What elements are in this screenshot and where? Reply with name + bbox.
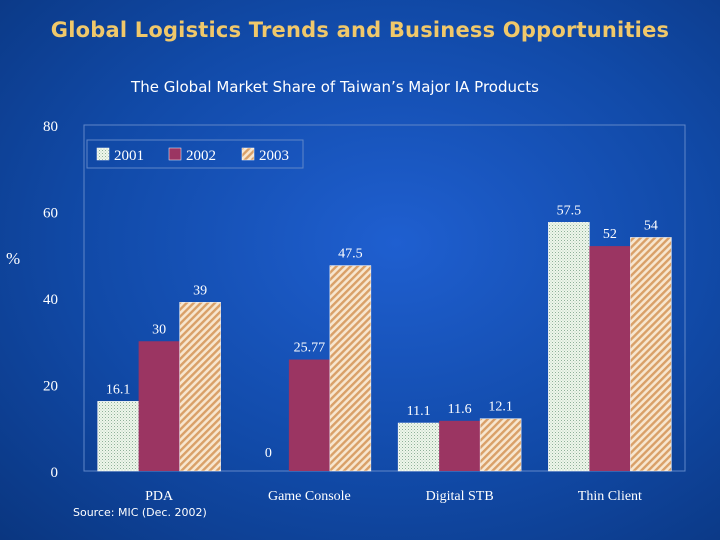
- bar-2001-0: [97, 401, 139, 472]
- y-axis-label: %: [6, 249, 20, 268]
- bar-2002-2: [439, 420, 481, 471]
- legend-swatch-2001: [96, 147, 110, 161]
- bar-value-label: 52: [603, 227, 617, 242]
- bar-2003-3: [630, 237, 672, 472]
- plot-area: [83, 124, 686, 472]
- bar-2002-0: [138, 341, 180, 471]
- y-tick-label: 20: [43, 379, 58, 395]
- bar-2002-1: [288, 359, 330, 471]
- bar-value-label: 25.77: [294, 341, 326, 356]
- x-category-label: PDA: [145, 489, 174, 504]
- slide-title: Global Logistics Trends and Business Opp…: [50, 18, 670, 42]
- y-tick-label: 40: [43, 292, 58, 308]
- legend-swatch-2002: [168, 147, 182, 161]
- x-category-label: Digital STB: [426, 489, 494, 504]
- bar-2001-2: [397, 422, 440, 472]
- bar-value-label: 30: [152, 322, 166, 337]
- bar-2003-2: [479, 418, 522, 472]
- bar-value-label: 12.1: [488, 400, 513, 415]
- chart-title: The Global Market Share of Taiwan’s Majo…: [131, 78, 539, 96]
- y-tick-label: 60: [43, 206, 58, 222]
- x-category-label: Game Console: [268, 489, 351, 504]
- x-axis: PDA Game Console Digital STB Thin Client: [145, 489, 642, 504]
- legend-swatch-2003: [241, 147, 255, 161]
- bar-value-label: 47.5: [338, 247, 363, 262]
- bar-value-label: 16.1: [106, 382, 131, 397]
- bar-value-label: 54: [644, 218, 658, 233]
- legend-label: 2001: [114, 148, 144, 164]
- bar-value-label: 0: [265, 446, 272, 461]
- legend-box: [86, 139, 304, 169]
- bar-2003-1: [329, 265, 372, 472]
- x-category-label: Thin Client: [578, 489, 642, 504]
- bar-2001-3: [548, 222, 590, 472]
- y-tick-label: 0: [51, 465, 59, 481]
- bars: [97, 222, 672, 472]
- bar-labels: 16.1 30 39 0 25.77 47.5 11.1 11.6 12.1 57.5 52 54: [106, 203, 658, 461]
- bar-value-label: 11.1: [407, 404, 431, 419]
- legend-label: 2003: [259, 148, 289, 164]
- legend: 2001 2002 2003: [86, 139, 304, 169]
- legend-label: 2002: [186, 148, 216, 164]
- bar-value-label: 39: [193, 283, 207, 298]
- source-note: Source: MIC (Dec. 2002): [73, 506, 207, 519]
- bar-value-label: 57.5: [557, 203, 582, 218]
- bar-value-label: 11.6: [448, 402, 472, 417]
- bar-2003-0: [179, 302, 221, 472]
- bar-2002-3: [589, 246, 631, 471]
- y-tick-label: 80: [43, 119, 58, 135]
- y-axis: 0 20 40 60 80: [43, 119, 58, 481]
